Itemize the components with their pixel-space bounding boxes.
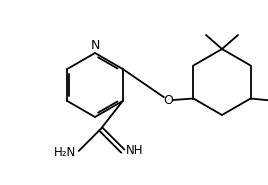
Text: N: N <box>90 39 100 52</box>
Text: NH: NH <box>126 144 143 157</box>
Text: O: O <box>163 93 173 107</box>
Text: H₂N: H₂N <box>53 147 76 159</box>
